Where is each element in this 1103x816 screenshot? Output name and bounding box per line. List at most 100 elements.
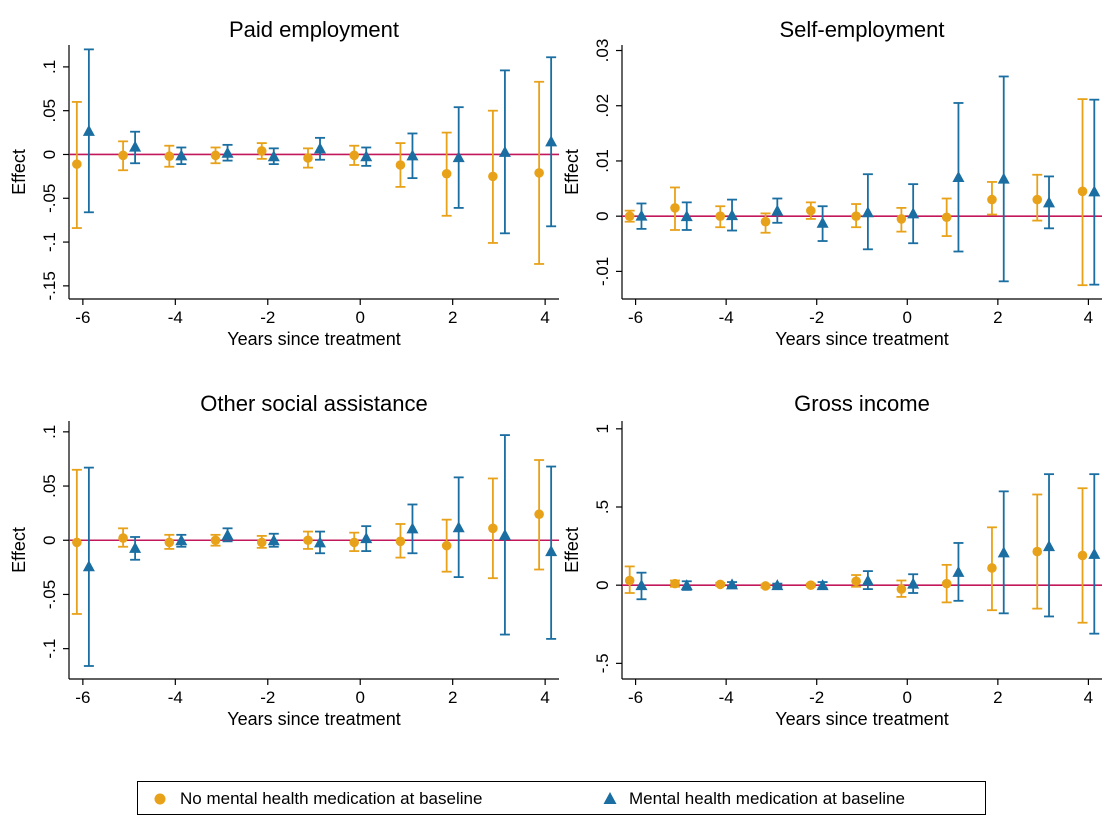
chart-title-paid-employment: Paid employment [229,17,399,42]
point-estimate-circle [624,211,635,221]
y-tick-label: 1 [593,424,612,433]
point-estimate-triangle [816,216,829,228]
x-tick-label: -2 [809,308,824,327]
y-tick-label: -.1 [40,232,59,252]
x-tick-label: -2 [809,688,824,707]
point-estimate-triangle [997,172,1010,184]
point-estimate-circle [624,575,635,586]
x-tick-label: 4 [1084,308,1093,327]
point-estimate-triangle [545,135,558,147]
y-tick-label: 0 [40,536,59,545]
point-estimate-triangle [498,528,511,540]
point-estimate-triangle [82,124,95,136]
point-estimate-circle [118,533,128,543]
x-tick-label: 2 [448,308,457,327]
legend-item-series-a: No mental health medication at baseline [150,789,482,809]
y-tick-label: 0 [593,211,612,220]
legend-label-series-a: No mental health medication at baseline [180,789,483,808]
point-estimate-triangle [907,577,920,589]
x-tick-label: -4 [719,308,734,327]
y-tick-label: .1 [40,425,59,439]
point-estimate-circle [164,151,175,162]
point-estimate-circle [670,203,680,213]
y-axis-label: Effect [562,149,582,195]
chart-title-other-social-assistance: Other social assistance [200,391,427,416]
point-estimate-triangle [771,204,784,216]
x-axis-label: Years since treatment [227,709,400,729]
point-estimate-triangle [360,150,373,162]
x-tick-label: 4 [540,308,549,327]
legend: No mental health medication at baseline … [137,781,986,815]
point-estimate-circle [395,536,406,547]
x-tick-label: -6 [628,308,643,327]
x-tick-label: -4 [719,688,734,707]
y-axis-label: Effect [9,527,29,573]
point-estimate-circle [303,535,313,546]
point-estimate-circle [210,150,221,161]
point-estimate-circle [164,537,175,548]
point-estimate-circle [349,150,360,161]
point-estimate-triangle [952,565,965,577]
figure-canvas: Paid employment -6 -4 -2 0 2 4 Years since trea… [9,17,1102,729]
point-estimate-circle [1032,194,1043,205]
point-estimate-circle [806,580,816,590]
point-estimate-circle [1077,186,1088,197]
y-tick-label: 0 [40,150,59,159]
y-tick-label: -.01 [593,257,612,286]
point-estimate-circle [760,581,771,591]
point-estimate-triangle [221,146,234,158]
point-estimate-circle [256,146,267,156]
x-tick-label: 2 [993,308,1002,327]
point-estimate-triangle [129,541,142,553]
point-estimate-triangle [498,145,511,157]
y-tick-label: -.05 [40,580,59,609]
point-estimate-circle [488,523,498,534]
x-tick-label: 2 [993,688,1002,707]
x-tick-label: -6 [75,688,90,707]
y-tick-label: .1 [40,60,59,74]
point-estimate-triangle [816,579,829,591]
point-estimate-circle [72,537,82,548]
y-tick-label: 0 [593,580,612,589]
point-estimate-triangle [1043,196,1056,208]
point-estimate-triangle [680,579,693,591]
point-estimate-triangle [635,209,648,221]
point-estimate-circle [488,171,498,182]
x-tick-label: 0 [903,688,912,707]
x-tick-label: -6 [75,308,90,327]
point-estimate-circle [851,211,861,221]
point-estimate-circle [534,509,544,520]
point-estimate-circle [896,214,907,224]
point-estimate-triangle [907,207,920,219]
point-estimate-triangle [1088,185,1101,197]
x-tick-label: 0 [903,308,912,327]
point-estimate-triangle [221,528,234,540]
y-axis-label: Effect [9,149,29,195]
x-tick-label: -4 [168,688,183,707]
point-estimate-circle [715,579,726,590]
legend-triangle-marker [599,790,621,808]
chart-title-gross-income: Gross income [794,391,930,416]
legend-item-series-b: Mental health medication at baseline [599,789,905,809]
point-estimate-triangle [267,150,280,162]
point-estimate-triangle [952,170,965,182]
point-estimate-triangle [82,560,95,572]
point-estimate-circle [303,153,313,163]
point-estimate-circle [1077,550,1088,561]
point-estimate-triangle [771,579,784,591]
point-estimate-circle [534,168,544,178]
point-estimate-triangle [452,151,465,163]
point-estimate-triangle [997,546,1010,558]
point-estimate-triangle [360,532,373,544]
x-axis-label: Years since treatment [775,329,948,349]
y-tick-label: -.1 [40,639,59,659]
x-tick-label: -2 [260,688,275,707]
y-tick-label: .05 [40,99,59,123]
point-estimate-circle [118,150,128,161]
point-estimate-triangle [314,536,327,548]
point-estimate-circle [987,563,997,573]
x-tick-label: 0 [355,308,364,327]
point-estimate-triangle [545,545,558,557]
x-axis-label: Years since treatment [775,709,948,729]
point-estimate-triangle [129,140,142,152]
